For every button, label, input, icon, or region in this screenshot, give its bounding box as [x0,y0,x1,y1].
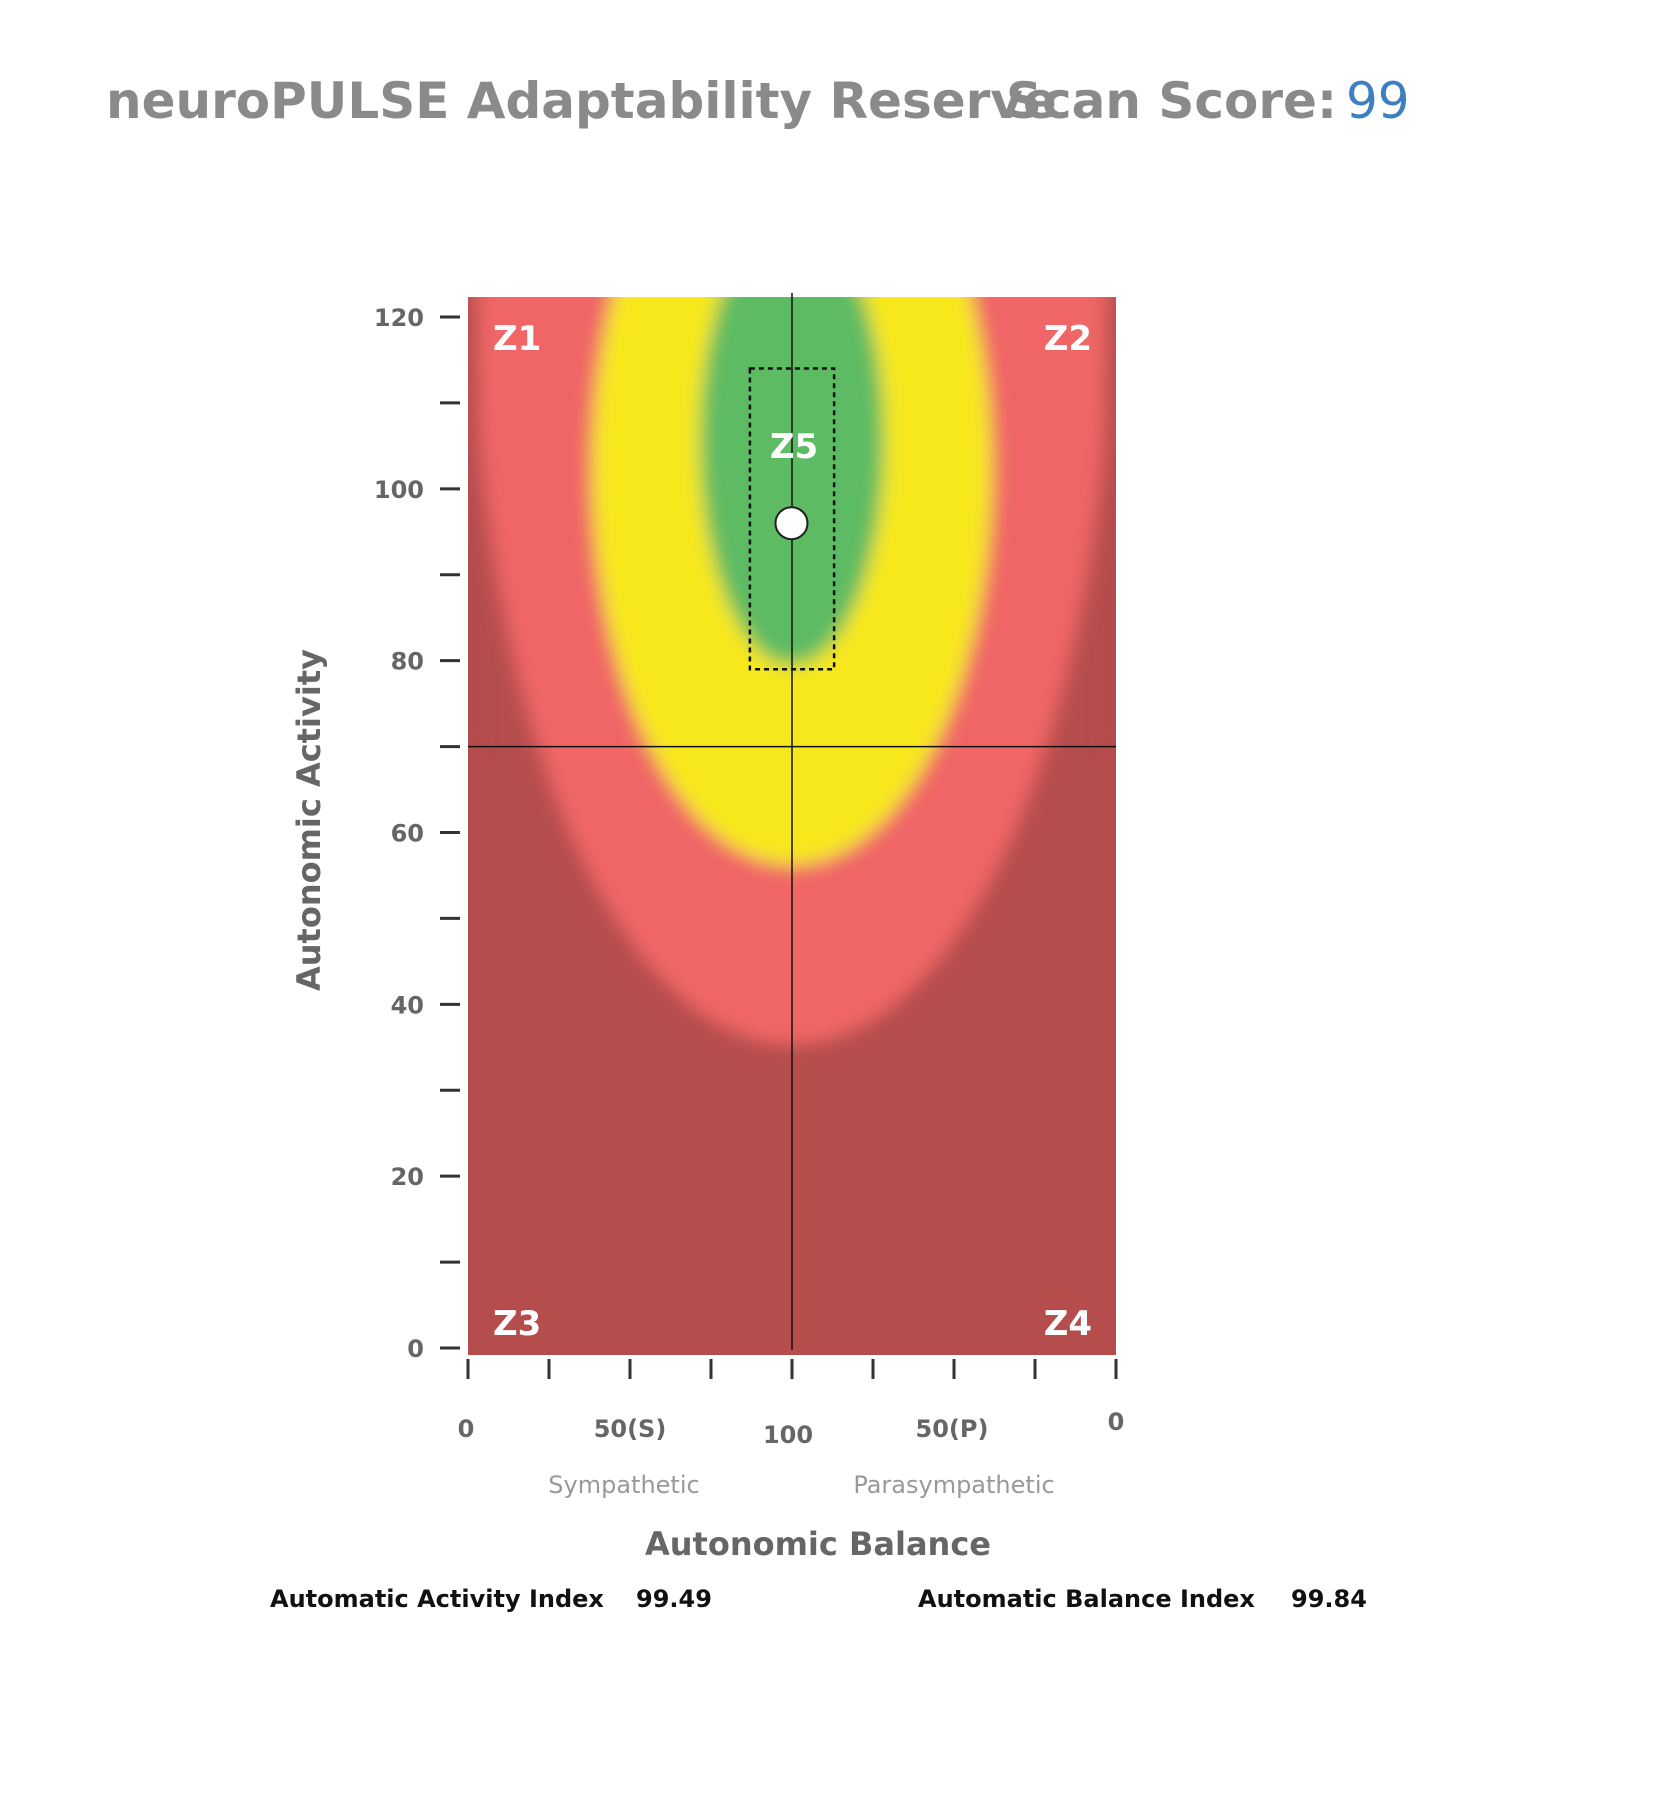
report-title: neuroPULSE Adaptability Reserve [106,72,1057,130]
zone-label-z2: Z2 [1044,319,1092,359]
y-tick-label: 40 [391,991,424,1019]
y-tick-label: 120 [374,304,424,332]
x-tick-label: 0 [1108,1408,1125,1436]
zone-label-z4: Z4 [1044,1304,1092,1344]
balance-index-value: 99.84 [1291,1585,1367,1613]
y-tick-label: 20 [391,1163,424,1191]
x-tick-label: 50(S) [594,1415,667,1443]
y-tick-label: 0 [407,1335,424,1363]
y-axis-label: Autonomic Activity [290,649,328,991]
adaptability-chart: 0 20 40 60 80 100 120 Autonomic Activity 0 50(S) 1… [290,293,1124,1560]
x-side-label-parasympathetic: Parasympathetic [853,1471,1054,1499]
x-tick-label: 100 [763,1421,813,1449]
axes: 0 20 40 60 80 100 120 Autonomic Activity 0 50(S) 1… [290,304,1124,1560]
indices-row: Automatic Activity Index 99.49 Automatic… [0,1585,1671,1625]
target-box [748,367,836,671]
zone-label-z1: Z1 [493,319,541,359]
x-tick-label: 0 [458,1415,475,1443]
overlay: Z1 Z2 Z3 Z4 Z5 [468,293,1116,1350]
y-tick-label: 100 [374,476,424,504]
scan-point[interactable] [774,506,809,541]
scan-score-value: 99 [1346,72,1410,130]
activity-index-label: Automatic Activity Index [270,1585,604,1613]
edge-shade-right [1104,297,1116,747]
x-tick-label: 50(P) [916,1415,989,1443]
zone-label-z3: Z3 [493,1304,541,1344]
zone-label-z5: Z5 [770,427,818,467]
y-tick-label: 80 [391,648,424,676]
y-tick-label: 60 [391,820,424,848]
scan-score-label: Scan Score: [1006,72,1337,130]
edge-shade-left [468,297,480,747]
x-side-label-sympathetic: Sympathetic [548,1471,699,1499]
x-axis-label: Autonomic Balance [645,1525,991,1560]
balance-index-label: Automatic Balance Index [918,1585,1255,1613]
activity-index-value: 99.49 [636,1585,712,1613]
